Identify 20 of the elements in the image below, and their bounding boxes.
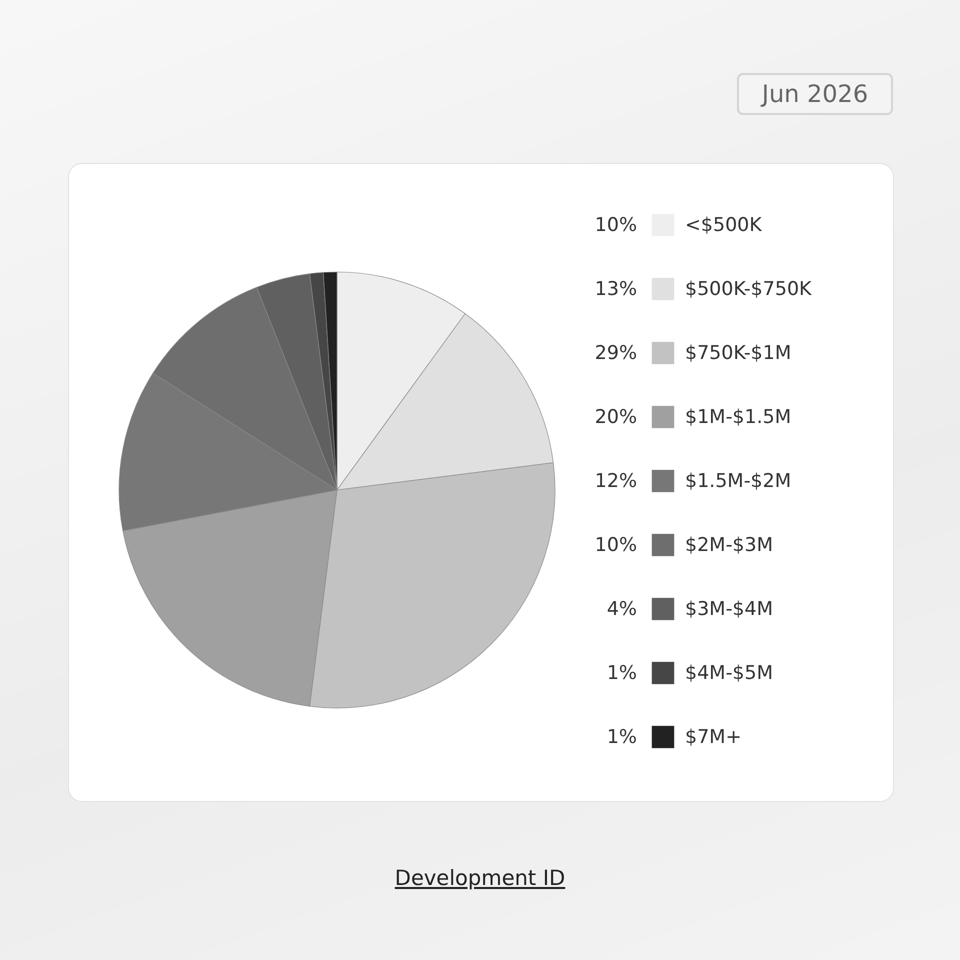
- legend-label: $500K-$750K: [685, 278, 812, 300]
- text: Development ID: [394, 866, 566, 890]
- legend-label: $7M+: [685, 726, 742, 748]
- data-label: 10%: [594, 534, 637, 556]
- data-label: 10%: [594, 214, 637, 236]
- data-label: 12%: [594, 470, 637, 492]
- legend-label: <$500K: [685, 214, 762, 236]
- legend-label: $4M-$5M: [685, 662, 773, 684]
- data-label: 20%: [594, 406, 637, 428]
- text: Jun 2026: [737, 73, 893, 115]
- data-label: 1%: [606, 662, 637, 684]
- legend-label: $3M-$4M: [685, 598, 773, 620]
- legend-label: $1M-$1.5M: [685, 406, 792, 428]
- data-label: 4%: [606, 598, 637, 620]
- data-label: 29%: [594, 342, 637, 364]
- data-label: 13%: [594, 278, 637, 300]
- legend-label: $1.5M-$2M: [685, 470, 792, 492]
- legend-label: $2M-$3M: [685, 534, 773, 556]
- data-label: 1%: [606, 726, 637, 748]
- legend-label: $750K-$1M: [685, 342, 792, 364]
